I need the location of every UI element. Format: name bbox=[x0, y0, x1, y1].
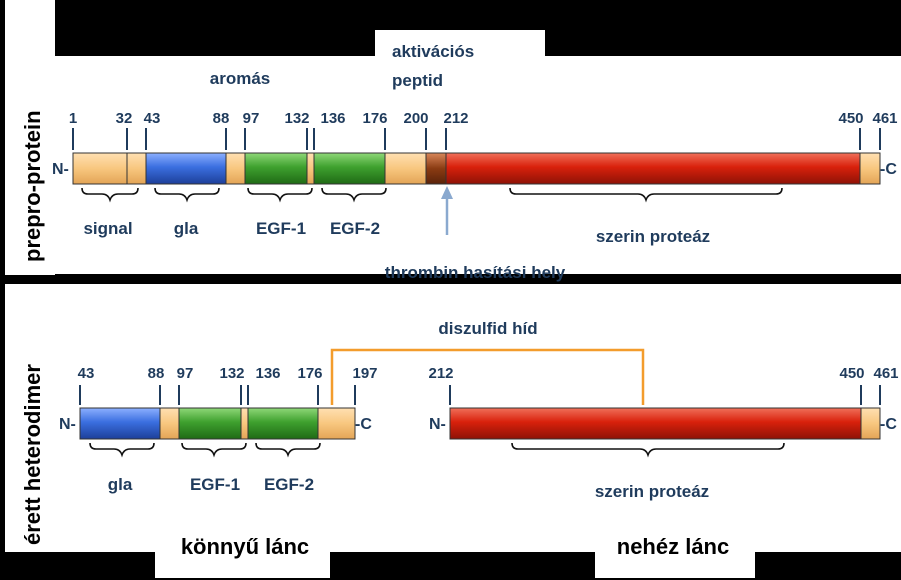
light-c-terminus-label: -C bbox=[355, 416, 372, 433]
egf1-segment bbox=[244, 152, 308, 185]
tick-label: 32 bbox=[116, 110, 133, 127]
c-terminus-label: -C bbox=[880, 161, 897, 178]
disulfide-label: diszulfid híd bbox=[438, 319, 537, 338]
serine-protease-label: szerin proteáz bbox=[596, 227, 710, 246]
top-protein-bar bbox=[72, 152, 881, 185]
signal-brace bbox=[81, 187, 139, 203]
tick-label: 88 bbox=[148, 365, 165, 382]
bottom-braces bbox=[89, 442, 785, 458]
tick-label: 43 bbox=[78, 365, 95, 382]
linker-segment bbox=[306, 152, 315, 185]
tick-label: 136 bbox=[320, 110, 345, 127]
tick-label: 176 bbox=[297, 365, 322, 382]
tick-label: 136 bbox=[255, 365, 280, 382]
n-terminus-label: N- bbox=[52, 161, 69, 178]
side-label-top: prepro-protein bbox=[20, 110, 45, 262]
thrombin-site-label: thrombin hasítási hely bbox=[385, 263, 566, 282]
tick-label: 132 bbox=[219, 365, 244, 382]
activation-peptide-segment bbox=[425, 152, 447, 185]
light-chain-label: könnyű lánc bbox=[181, 534, 309, 559]
tick-label: 450 bbox=[838, 110, 863, 127]
gla-brace bbox=[154, 187, 220, 203]
egf2-segment bbox=[247, 407, 319, 440]
gla-label: gla bbox=[174, 219, 199, 238]
gla-label: gla bbox=[108, 475, 133, 494]
tick-label: 200 bbox=[403, 110, 428, 127]
aromatic-segment bbox=[225, 152, 246, 185]
signal-label: signal bbox=[83, 219, 132, 238]
c-terminal-segment bbox=[859, 152, 881, 185]
egf2-brace bbox=[321, 187, 387, 203]
linker-segment bbox=[240, 407, 249, 440]
egf1-label: EGF-1 bbox=[256, 219, 306, 238]
gla-brace bbox=[89, 442, 155, 458]
light-chain-bar bbox=[79, 407, 356, 440]
heavy-c-terminus-label: -C bbox=[880, 416, 897, 433]
bottom-tick-labels: 43 88 97 132 136 176 197 212 450 461 bbox=[78, 365, 899, 382]
gla-segment bbox=[145, 152, 227, 185]
side-label-bottom: érett heterodimer bbox=[20, 364, 45, 545]
tick-label: 461 bbox=[872, 110, 897, 127]
serine-brace bbox=[511, 442, 785, 458]
egf1-brace bbox=[181, 442, 247, 458]
thrombin-arrow-icon bbox=[441, 186, 453, 235]
tick-label: 97 bbox=[177, 365, 194, 382]
heavy-n-terminus-label: N- bbox=[429, 416, 446, 433]
disulfide-bridge bbox=[330, 348, 645, 405]
linker-segment bbox=[384, 152, 427, 185]
heavy-chain-label: nehéz lánc bbox=[617, 534, 729, 559]
top-tick-lines bbox=[72, 128, 881, 150]
top-braces bbox=[81, 187, 783, 203]
serine-protease-segment bbox=[449, 407, 862, 440]
serine-brace bbox=[509, 187, 783, 203]
activation-label-2: peptid bbox=[392, 71, 443, 90]
c-terminal-segment bbox=[317, 407, 356, 440]
egf1-segment bbox=[178, 407, 242, 440]
tick-label: 212 bbox=[428, 365, 453, 382]
c-terminal-segment bbox=[860, 407, 881, 440]
light-chain-panel bbox=[155, 552, 330, 578]
tick-label: 197 bbox=[352, 365, 377, 382]
heavy-chain-bar bbox=[449, 407, 881, 440]
top-side-panel bbox=[5, 0, 55, 275]
tick-label: 461 bbox=[873, 365, 898, 382]
tick-label: 212 bbox=[443, 110, 468, 127]
egf1-brace bbox=[247, 187, 313, 203]
egf1-label: EGF-1 bbox=[190, 475, 240, 494]
tick-label: 132 bbox=[284, 110, 309, 127]
propeptide-segment bbox=[126, 152, 147, 185]
bottom-tick-lines bbox=[79, 385, 881, 405]
aromas-label: aromás bbox=[210, 69, 270, 88]
tick-label: 1 bbox=[69, 110, 77, 127]
serine-protease-label: szerin proteáz bbox=[595, 482, 709, 501]
tick-label: 450 bbox=[839, 365, 864, 382]
tick-label: 176 bbox=[362, 110, 387, 127]
egf2-label: EGF-2 bbox=[330, 219, 380, 238]
tick-label: 88 bbox=[213, 110, 230, 127]
light-n-terminus-label: N- bbox=[59, 416, 76, 433]
egf2-label: EGF-2 bbox=[264, 475, 314, 494]
signal-segment bbox=[72, 152, 128, 185]
heavy-chain-panel bbox=[595, 552, 755, 578]
tick-label: 97 bbox=[243, 110, 260, 127]
serine-protease-segment bbox=[445, 152, 861, 185]
activation-label-1: aktivációs bbox=[392, 42, 474, 61]
egf2-brace bbox=[255, 442, 321, 458]
activation-label-panel bbox=[375, 30, 545, 60]
tick-label: 43 bbox=[144, 110, 161, 127]
egf2-segment bbox=[313, 152, 386, 185]
aromatic-segment bbox=[159, 407, 180, 440]
top-tick-labels: 1 32 43 88 97 132 136 176 200 212 450 46… bbox=[69, 110, 898, 127]
gla-segment bbox=[79, 407, 161, 440]
